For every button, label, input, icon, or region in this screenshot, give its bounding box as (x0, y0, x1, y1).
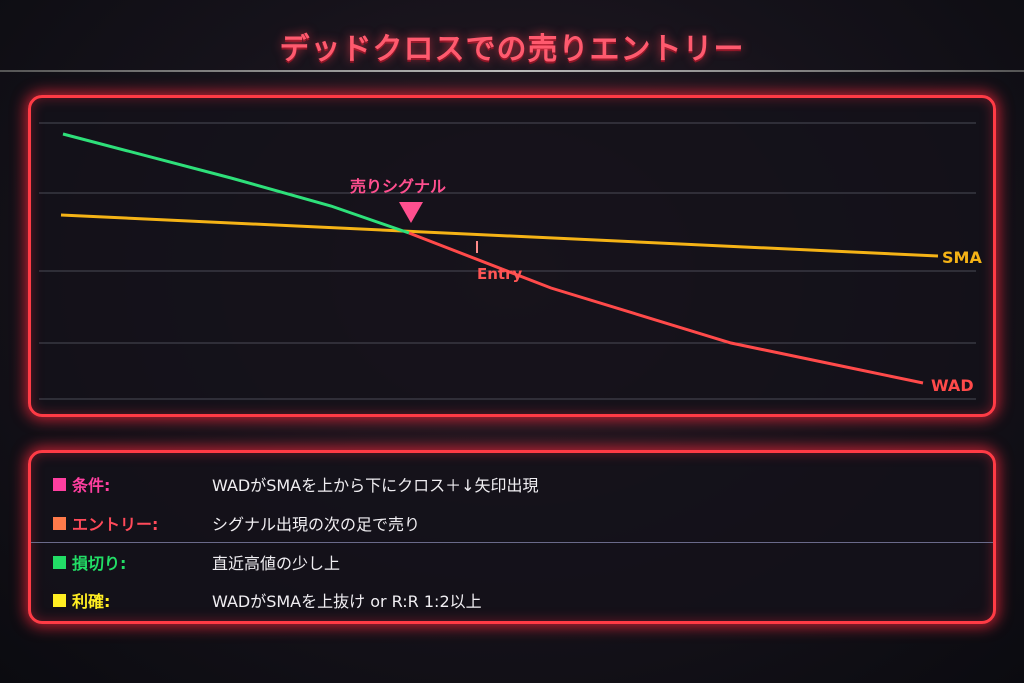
rule-value: WADがSMAを上抜け or R:R 1:2以上 (212, 592, 482, 611)
sell-signal-arrow-icon (399, 202, 423, 223)
rule-key: 損切り: (72, 554, 127, 573)
wad-line-before-cross (62, 132, 410, 235)
orange-square-icon (53, 516, 66, 530)
rule-value: WADがSMAを上から下にクロス＋↓矢印出現 (212, 476, 539, 495)
signal-label: 売りシグナル (350, 177, 446, 196)
rule-key: 利確: (72, 592, 111, 611)
rule-key: 条件: (72, 476, 111, 495)
rules-panel: 条件: WADがSMAを上から下にクロス＋↓矢印出現 エントリー: シグナル出現… (28, 450, 996, 624)
rule-key: エントリー: (72, 515, 159, 534)
rules-divider (31, 542, 993, 543)
wad-line-after-cross (408, 231, 924, 385)
entry-label: Entry (477, 265, 522, 283)
title-divider (0, 70, 1024, 72)
rule-entry: エントリー: シグナル出現の次の足で売り (53, 508, 420, 538)
green-square-icon (53, 555, 66, 569)
wad-label: WAD (931, 376, 974, 395)
page-title: デッドクロスでの売りエントリー (279, 32, 745, 67)
sma-label: SMA (942, 248, 982, 267)
pink-square-icon (53, 477, 66, 491)
rule-take-profit: 利確: WADがSMAを上抜け or R:R 1:2以上 (53, 585, 482, 615)
rule-value: 直近高値の少し上 (212, 554, 341, 573)
rule-value: シグナル出現の次の足で売り (212, 515, 421, 534)
rule-stop-loss: 損切り: 直近高値の少し上 (53, 547, 340, 577)
chart-panel: 売りシグナル Entry SMA WAD (28, 95, 996, 417)
yellow-square-icon (53, 593, 66, 607)
cross-diagram: 売りシグナル Entry SMA WAD (39, 122, 982, 400)
sma-line (60, 213, 939, 258)
rule-condition: 条件: WADがSMAを上から下にクロス＋↓矢印出現 (53, 469, 539, 499)
